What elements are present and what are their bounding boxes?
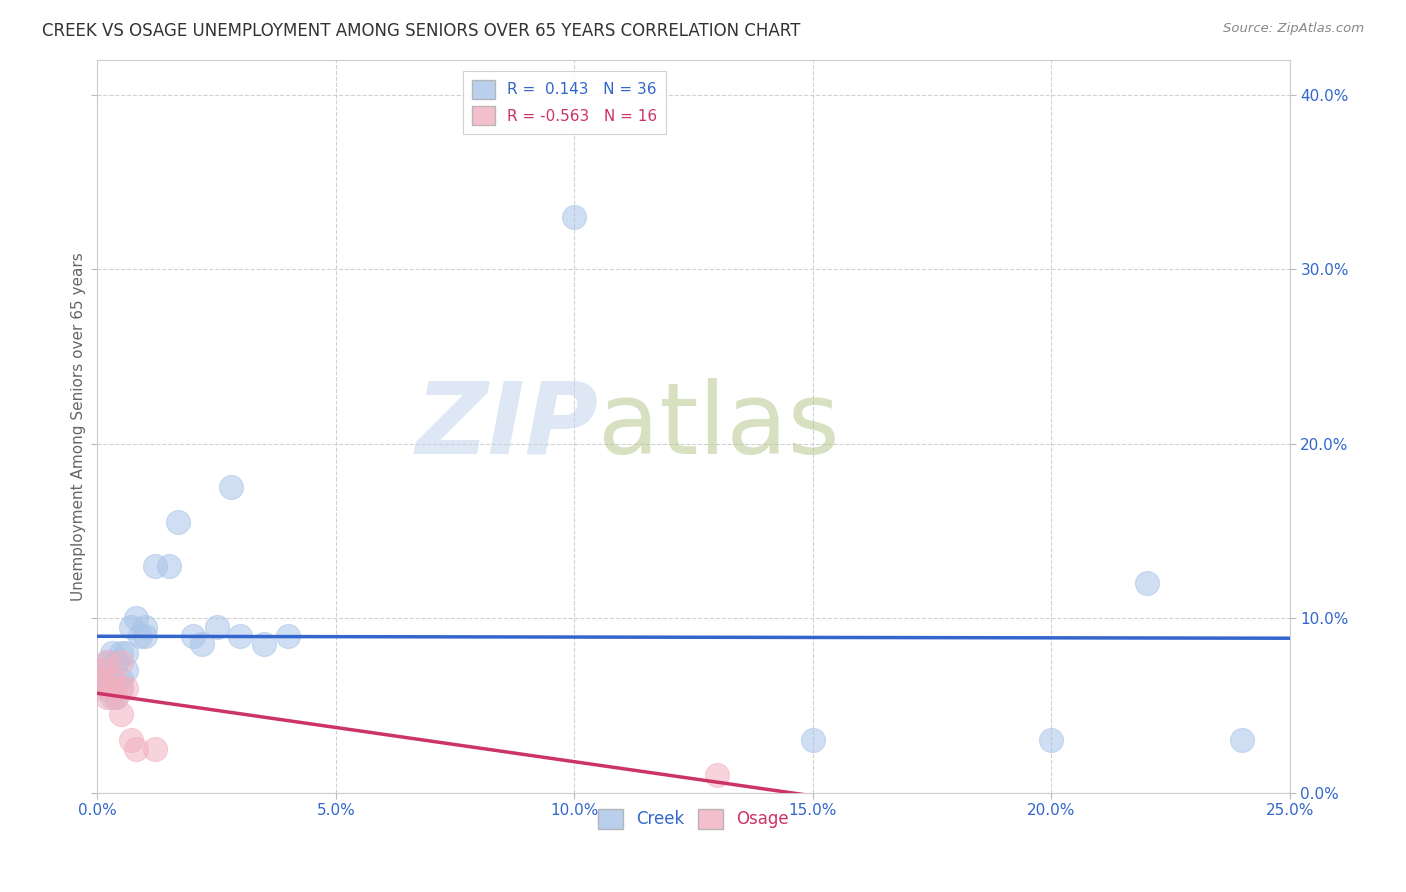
Point — [1136, 576, 1159, 591]
Legend: Creek, Osage: Creek, Osage — [592, 802, 796, 836]
Point — [253, 637, 276, 651]
Point — [181, 629, 204, 643]
Point — [277, 629, 299, 643]
Point — [110, 646, 132, 660]
Point — [96, 655, 118, 669]
Point — [115, 664, 138, 678]
Text: CREEK VS OSAGE UNEMPLOYMENT AMONG SENIORS OVER 65 YEARS CORRELATION CHART: CREEK VS OSAGE UNEMPLOYMENT AMONG SENIOR… — [42, 22, 800, 40]
Point — [191, 637, 214, 651]
Text: atlas: atlas — [598, 377, 839, 475]
Point — [129, 629, 152, 643]
Point — [134, 620, 156, 634]
Point — [564, 210, 586, 224]
Point — [205, 620, 228, 634]
Point — [105, 690, 128, 704]
Point — [124, 742, 146, 756]
Point — [91, 675, 114, 690]
Point — [167, 515, 190, 529]
Point — [91, 664, 114, 678]
Point — [105, 655, 128, 669]
Point — [110, 681, 132, 695]
Point — [91, 672, 114, 686]
Point — [1040, 733, 1063, 747]
Point — [706, 768, 728, 782]
Point — [96, 655, 118, 669]
Point — [105, 690, 128, 704]
Point — [96, 672, 118, 686]
Point — [91, 664, 114, 678]
Point — [86, 669, 108, 683]
Point — [110, 707, 132, 722]
Point — [219, 480, 242, 494]
Point — [100, 672, 122, 686]
Point — [96, 690, 118, 704]
Point — [1232, 733, 1254, 747]
Text: Source: ZipAtlas.com: Source: ZipAtlas.com — [1223, 22, 1364, 36]
Point — [86, 681, 108, 695]
Point — [134, 629, 156, 643]
Point — [100, 690, 122, 704]
Point — [120, 620, 142, 634]
Point — [229, 629, 252, 643]
Point — [120, 733, 142, 747]
Point — [115, 681, 138, 695]
Point — [100, 681, 122, 695]
Text: ZIP: ZIP — [415, 377, 598, 475]
Point — [110, 655, 132, 669]
Point — [96, 681, 118, 695]
Point — [110, 672, 132, 686]
Point — [100, 646, 122, 660]
Point — [143, 558, 166, 573]
Point — [143, 742, 166, 756]
Point — [801, 733, 824, 747]
Point — [100, 672, 122, 686]
Point — [115, 646, 138, 660]
Y-axis label: Unemployment Among Seniors over 65 years: Unemployment Among Seniors over 65 years — [72, 252, 86, 600]
Point — [157, 558, 180, 573]
Point — [124, 611, 146, 625]
Point — [110, 681, 132, 695]
